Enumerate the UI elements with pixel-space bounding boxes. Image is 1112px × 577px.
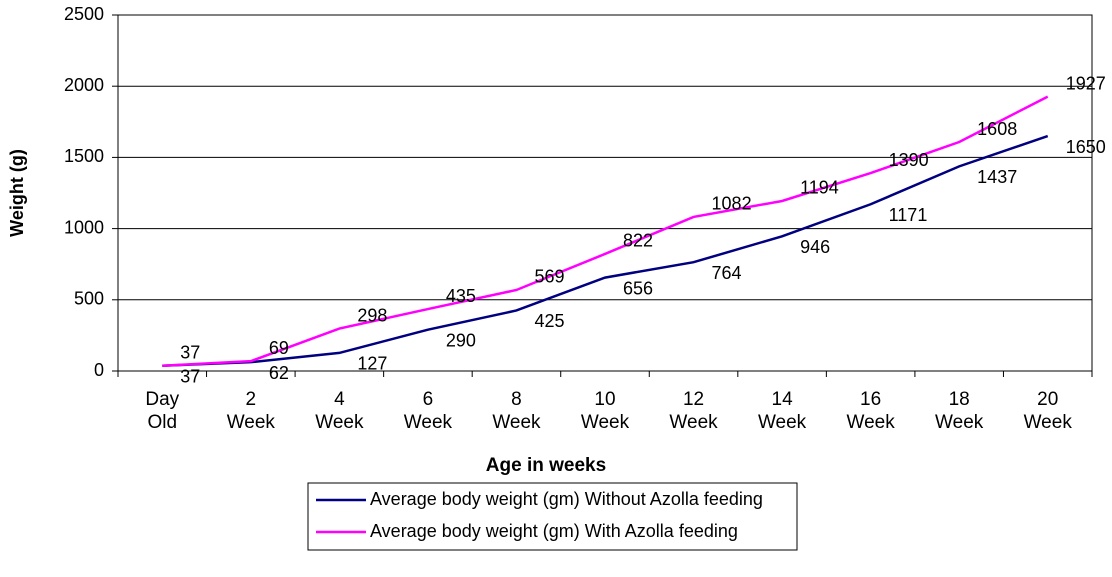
x-tick-label: 14 Week xyxy=(757,389,807,433)
data-label: 69 xyxy=(269,338,289,358)
data-label: 656 xyxy=(623,278,653,298)
legend-label: Average body weight (gm) Without Azolla … xyxy=(370,489,763,509)
legend-label: Average body weight (gm) With Azolla fee… xyxy=(370,521,738,541)
y-tick-label: 0 xyxy=(94,360,104,380)
y-axis-title: Weight (g) xyxy=(7,149,27,237)
data-label: 37 xyxy=(180,342,200,362)
data-label: 1437 xyxy=(977,167,1017,187)
data-label: 37 xyxy=(180,366,200,386)
data-label: 1608 xyxy=(977,119,1017,139)
x-tick-label: 2 Week xyxy=(226,389,275,433)
data-label: 425 xyxy=(534,311,564,331)
data-label: 127 xyxy=(357,354,387,374)
x-tick-label: Day Old xyxy=(145,389,180,433)
x-tick-label: 12 Week xyxy=(669,389,718,433)
data-label: 764 xyxy=(712,263,742,283)
series-line xyxy=(162,134,1049,367)
data-label: 946 xyxy=(800,237,830,257)
y-tick-label: 1500 xyxy=(64,146,104,166)
series-line xyxy=(162,95,1049,367)
data-label: 822 xyxy=(623,231,653,251)
x-tick-label: 20 Week xyxy=(1023,389,1072,433)
data-label: 62 xyxy=(269,363,289,383)
data-label: 290 xyxy=(446,330,476,350)
legend-box xyxy=(307,482,798,551)
data-label: 569 xyxy=(534,267,564,287)
y-tick-label: 1000 xyxy=(64,217,104,237)
x-tick-label: 16 Week xyxy=(846,389,895,433)
plot-border xyxy=(117,14,1093,372)
x-tick-label: 8 Week xyxy=(492,389,541,433)
x-tick-label: 18 Week xyxy=(935,389,984,433)
data-label: 1082 xyxy=(712,194,752,214)
y-tick-label: 2500 xyxy=(64,4,104,24)
x-tick-label: 4 Week xyxy=(315,389,364,433)
x-tick-label: 10 Week xyxy=(580,389,630,433)
y-tick-label: 2000 xyxy=(64,75,104,95)
data-label: 298 xyxy=(357,305,387,325)
data-label: 1194 xyxy=(800,178,839,198)
y-tick-label: 500 xyxy=(74,289,104,309)
x-axis-title: Age in weeks xyxy=(486,455,606,476)
data-label: 1927 xyxy=(1066,73,1106,93)
data-label: 1650 xyxy=(1066,137,1106,157)
data-label: 435 xyxy=(446,286,476,306)
x-tick-label: 6 Week xyxy=(403,389,453,433)
data-label: 1390 xyxy=(889,150,929,170)
data-label: 1171 xyxy=(889,205,928,225)
